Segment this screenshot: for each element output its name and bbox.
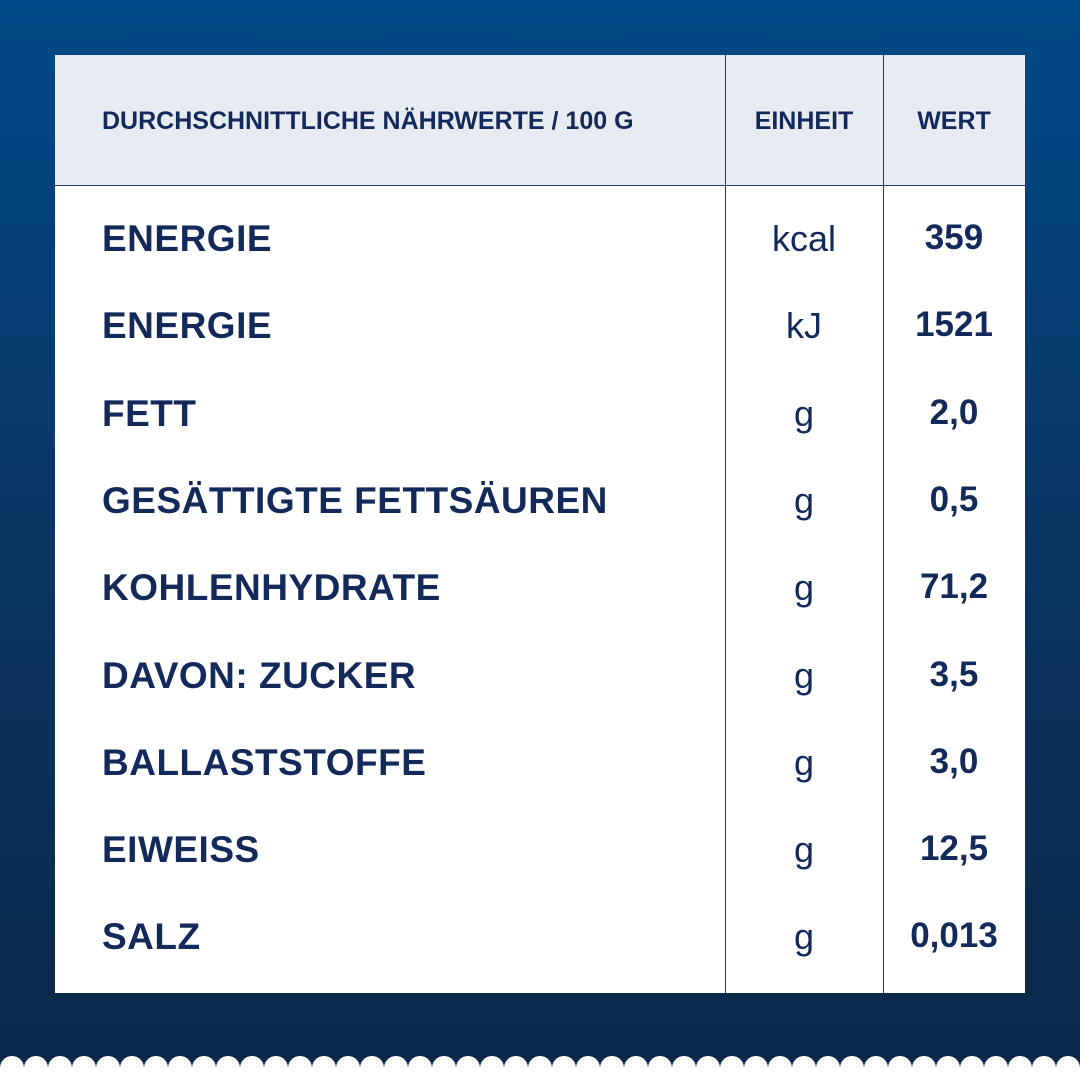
unit-cell: g xyxy=(793,567,815,609)
unit-cell: g xyxy=(793,916,815,958)
nutrient-label: FETT xyxy=(102,392,197,434)
unit-cell: g xyxy=(793,829,815,871)
unit-cell: kcal xyxy=(771,218,837,259)
nutrient-label: BALLASTSTOFFE xyxy=(102,741,427,783)
unit-cell: g xyxy=(793,479,815,521)
value-cell: 12,5 xyxy=(919,829,989,869)
unit-cell: g xyxy=(793,741,815,783)
value-cell: 359 xyxy=(924,218,984,257)
wave-shape xyxy=(0,1056,1080,1080)
nutrient-label: DAVON: ZUCKER xyxy=(102,654,417,696)
column-divider xyxy=(883,55,884,993)
nutrition-table: DURCHSCHNITTLICHE NÄHRWERTE / 100 G EINH… xyxy=(55,55,1025,993)
value-cell: 0,013 xyxy=(910,916,998,956)
header-cell: EINHEIT xyxy=(754,107,854,135)
value-cell: 71,2 xyxy=(919,567,989,607)
value-cell: 0,5 xyxy=(929,479,979,519)
header-cell: DURCHSCHNITTLICHE NÄHRWERTE / 100 G xyxy=(102,107,634,135)
unit-cell: kJ xyxy=(786,305,822,347)
value-cell: 2,0 xyxy=(929,392,979,432)
value-cell: 3,0 xyxy=(929,741,979,781)
nutrient-label: SALZ xyxy=(102,916,201,958)
value-cell: 1521 xyxy=(915,305,993,345)
column-divider xyxy=(725,55,726,993)
nutrient-label: GESÄTTIGTE FETTSÄUREN xyxy=(102,479,608,521)
wave-border xyxy=(0,1056,1080,1080)
table-header xyxy=(55,55,1025,186)
unit-cell: g xyxy=(793,654,815,696)
header-cell: WERT xyxy=(917,107,991,135)
unit-cell: g xyxy=(793,392,815,434)
nutrient-label: ENERGIE xyxy=(102,305,273,347)
nutrient-label: ENERGIE xyxy=(102,218,273,259)
value-cell: 3,5 xyxy=(929,654,979,694)
nutrient-label: KOHLENHYDRATE xyxy=(102,567,441,609)
nutrient-label: EIWEISS xyxy=(102,829,260,871)
